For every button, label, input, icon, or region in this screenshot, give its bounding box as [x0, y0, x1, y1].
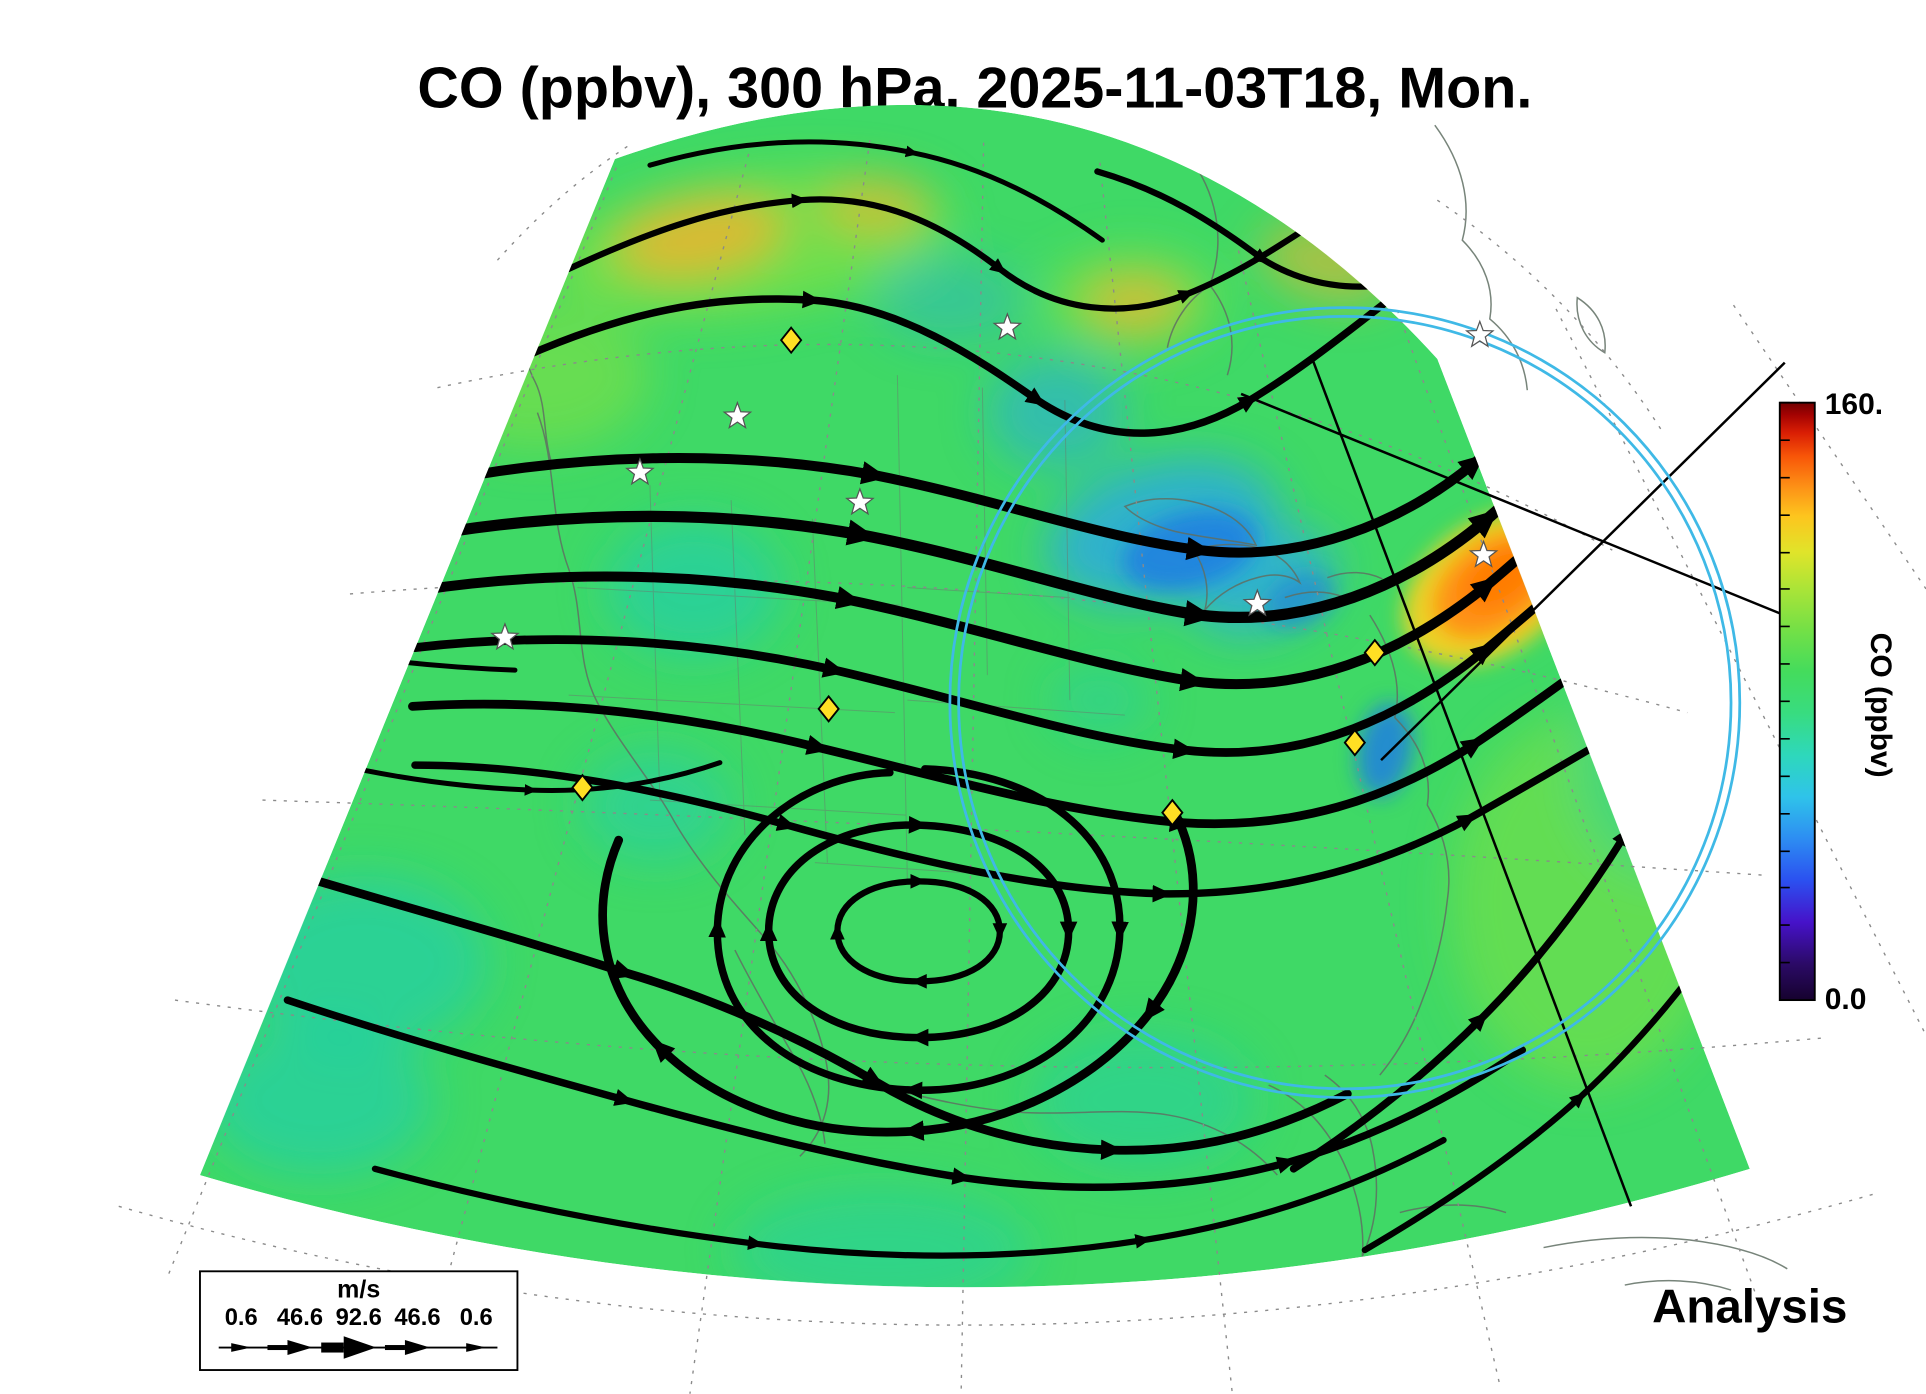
- co-blob: [581, 750, 732, 863]
- legend-value: 0.6: [225, 1305, 258, 1331]
- wind-speed-legend: m/s 0.6 46.6 92.6 46.6 0.6: [199, 1270, 519, 1371]
- colorbar-min-label: 0.0: [1825, 983, 1867, 1016]
- wind-arrow-scale: [218, 1336, 498, 1359]
- streamline: [324, 760, 723, 796]
- timestamp-label: Wed Nov 5 18:35:08 2025: [17, 1392, 321, 1394]
- co-blob: [613, 195, 787, 280]
- streamline: [371, 1136, 1447, 1259]
- colorbar-ticks: [1779, 401, 1790, 1001]
- cross-line: [1311, 358, 1633, 1207]
- streamline: [565, 193, 1353, 312]
- colorbar: 160. 0.0 CO (ppbv): [1778, 388, 1897, 1016]
- range-circle-outer: [948, 306, 1742, 1099]
- legend-unit-label: m/s: [337, 1276, 380, 1304]
- streamline: [521, 273, 1423, 437]
- legend-value: 46.6: [394, 1305, 440, 1331]
- analysis-label: Analysis: [1652, 1281, 1847, 1334]
- map-canvas: [118, 104, 1926, 1394]
- co-blob: [1084, 276, 1185, 332]
- wind-arrow: [404, 1340, 430, 1356]
- wind-arrow: [267, 1345, 288, 1351]
- colorbar-title: CO (ppbv): [1864, 633, 1897, 778]
- streamline: [411, 648, 1750, 903]
- co-blob: [206, 1025, 432, 1176]
- cross-line: [1380, 361, 1786, 762]
- legend-value: 92.6: [336, 1305, 382, 1331]
- streamline: [283, 996, 1527, 1191]
- colorbar-max-label: 160.: [1825, 388, 1883, 421]
- wind-arrow: [384, 1345, 405, 1351]
- credit-label: Paul A. Newman & Leslie R. Lait (NASA/GS…: [1365, 1392, 1915, 1394]
- wind-arrow: [287, 1340, 313, 1356]
- co-blob: [606, 518, 782, 657]
- cross-line: [1240, 392, 1788, 618]
- wind-arrow: [231, 1343, 252, 1352]
- wind-arrow: [466, 1343, 487, 1352]
- coastlines-outside: [1434, 124, 1788, 1291]
- legend-value: 0.6: [460, 1305, 493, 1331]
- wind-arrow: [321, 1342, 344, 1353]
- legend-value: 46.6: [277, 1305, 323, 1331]
- streamline: [647, 139, 1105, 243]
- range-circle-inner: [957, 315, 1733, 1091]
- wind-arrow: [343, 1336, 377, 1359]
- wind-streamlines: [283, 139, 1750, 1259]
